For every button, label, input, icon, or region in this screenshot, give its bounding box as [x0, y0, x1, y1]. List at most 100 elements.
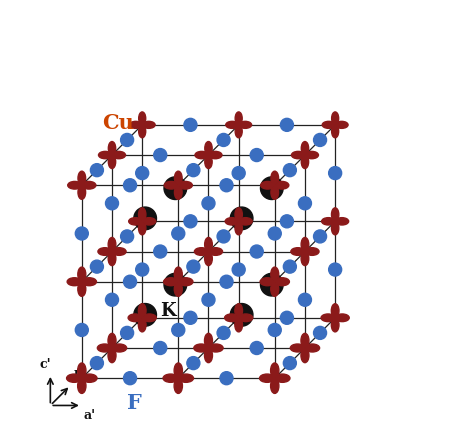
Circle shape — [187, 164, 200, 177]
Ellipse shape — [164, 278, 178, 286]
Ellipse shape — [301, 252, 309, 266]
Ellipse shape — [239, 218, 252, 225]
Circle shape — [75, 227, 88, 240]
Ellipse shape — [271, 378, 279, 394]
Ellipse shape — [271, 267, 279, 282]
Ellipse shape — [235, 125, 242, 138]
Ellipse shape — [164, 181, 178, 189]
Ellipse shape — [109, 155, 116, 169]
Circle shape — [281, 215, 293, 228]
Circle shape — [75, 323, 88, 337]
Circle shape — [106, 293, 118, 306]
Ellipse shape — [235, 208, 242, 221]
Ellipse shape — [260, 374, 274, 382]
Ellipse shape — [138, 221, 146, 235]
Ellipse shape — [108, 238, 116, 252]
Circle shape — [187, 357, 200, 370]
Circle shape — [220, 372, 233, 385]
Circle shape — [268, 227, 281, 240]
Ellipse shape — [271, 363, 279, 378]
Ellipse shape — [109, 142, 116, 155]
Text: c': c' — [39, 358, 51, 371]
Ellipse shape — [305, 151, 319, 159]
Ellipse shape — [67, 278, 82, 286]
Ellipse shape — [322, 121, 335, 128]
Circle shape — [283, 164, 296, 177]
Ellipse shape — [78, 171, 86, 185]
Circle shape — [184, 215, 197, 228]
Ellipse shape — [271, 171, 279, 185]
Ellipse shape — [78, 282, 86, 296]
Circle shape — [106, 197, 118, 210]
Ellipse shape — [301, 238, 309, 252]
Circle shape — [217, 326, 230, 340]
Ellipse shape — [204, 348, 212, 363]
Ellipse shape — [332, 125, 339, 138]
Circle shape — [313, 230, 327, 243]
Ellipse shape — [331, 208, 339, 221]
Circle shape — [217, 230, 230, 243]
Ellipse shape — [97, 344, 112, 352]
Ellipse shape — [291, 248, 305, 255]
Circle shape — [120, 133, 134, 147]
Ellipse shape — [301, 348, 309, 363]
Circle shape — [230, 303, 253, 326]
Ellipse shape — [78, 378, 86, 394]
Ellipse shape — [142, 314, 156, 322]
Ellipse shape — [331, 304, 339, 318]
Ellipse shape — [301, 142, 309, 155]
Circle shape — [283, 357, 296, 370]
Ellipse shape — [174, 185, 182, 199]
Ellipse shape — [82, 181, 96, 189]
Ellipse shape — [78, 267, 86, 282]
Ellipse shape — [128, 314, 142, 322]
Ellipse shape — [261, 181, 274, 189]
Ellipse shape — [174, 282, 182, 296]
Ellipse shape — [335, 218, 349, 225]
Circle shape — [328, 263, 342, 276]
Circle shape — [91, 164, 103, 177]
Ellipse shape — [112, 344, 127, 352]
Ellipse shape — [112, 151, 126, 159]
Ellipse shape — [322, 218, 335, 225]
Circle shape — [172, 323, 185, 337]
Circle shape — [91, 357, 103, 370]
Circle shape — [250, 342, 263, 354]
Circle shape — [250, 149, 263, 162]
Circle shape — [134, 303, 156, 326]
Ellipse shape — [178, 181, 192, 189]
Ellipse shape — [321, 314, 335, 322]
Ellipse shape — [275, 278, 290, 286]
Ellipse shape — [335, 121, 348, 128]
Circle shape — [281, 311, 293, 324]
Ellipse shape — [290, 344, 305, 352]
Circle shape — [232, 263, 245, 276]
Circle shape — [299, 197, 311, 210]
Ellipse shape — [138, 208, 146, 221]
Ellipse shape — [129, 121, 142, 128]
Circle shape — [313, 326, 327, 340]
Ellipse shape — [195, 151, 209, 159]
Ellipse shape — [275, 374, 290, 382]
Ellipse shape — [235, 112, 242, 125]
Ellipse shape — [174, 267, 182, 282]
Ellipse shape — [292, 151, 305, 159]
Ellipse shape — [66, 374, 82, 382]
Ellipse shape — [235, 318, 243, 332]
Ellipse shape — [108, 333, 116, 348]
Circle shape — [172, 227, 185, 240]
Circle shape — [154, 342, 167, 354]
Ellipse shape — [225, 314, 238, 322]
Ellipse shape — [271, 185, 279, 199]
Circle shape — [220, 179, 233, 192]
Circle shape — [230, 207, 253, 230]
Ellipse shape — [209, 344, 223, 352]
Ellipse shape — [205, 238, 212, 252]
Circle shape — [136, 263, 149, 276]
Circle shape — [220, 275, 233, 288]
Ellipse shape — [163, 374, 178, 382]
Circle shape — [124, 372, 137, 385]
Ellipse shape — [226, 121, 238, 128]
Text: Cu: Cu — [102, 113, 134, 133]
Circle shape — [261, 273, 283, 296]
